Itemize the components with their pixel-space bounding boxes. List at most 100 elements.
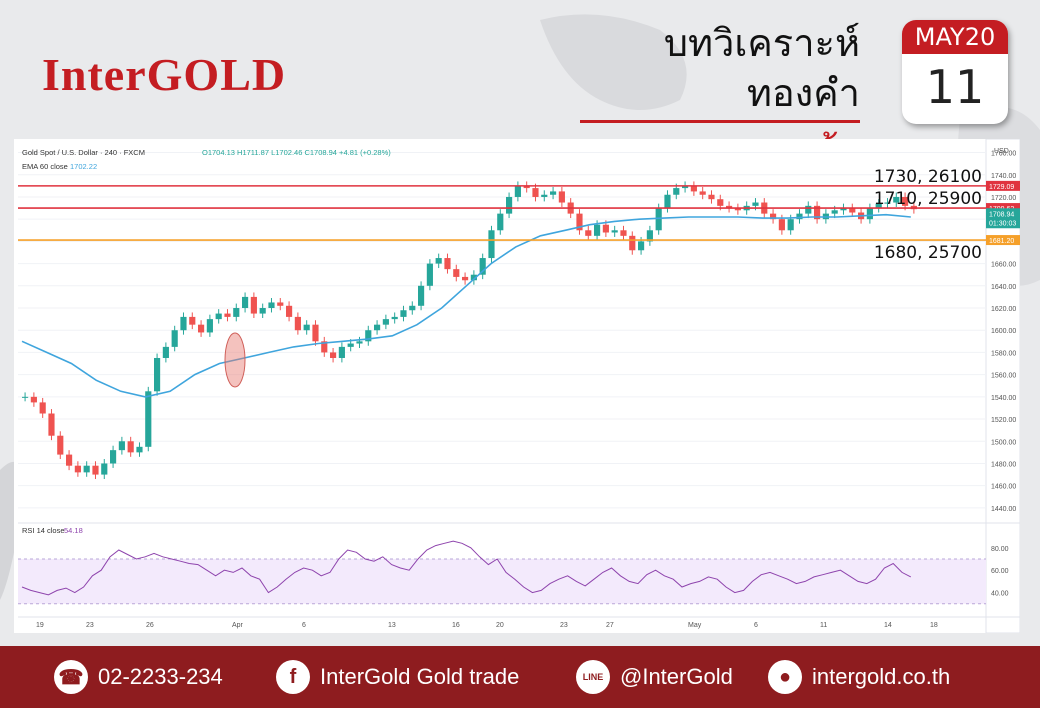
footer-facebook[interactable]: f InterGold Gold trade [276, 646, 519, 708]
candle-body [602, 224, 609, 233]
globe-icon: ● [768, 660, 802, 694]
candle-body [110, 450, 117, 464]
y-tick-label: 1740.00 [991, 173, 1016, 180]
candle-body [664, 194, 671, 209]
candle-body [532, 188, 539, 197]
candle-body [118, 441, 125, 451]
candle-body [638, 241, 645, 251]
candle-body [902, 196, 909, 206]
candle-body [558, 191, 565, 203]
candle-body [708, 194, 715, 200]
candle-body [171, 330, 178, 347]
candle-body [576, 213, 583, 231]
x-tick-label: 14 [884, 622, 892, 629]
candle-body [418, 285, 425, 306]
x-tick-label: 13 [388, 622, 396, 629]
candle-body [435, 258, 442, 264]
candle-body [717, 199, 724, 206]
candle-body [840, 208, 847, 211]
candle-body [884, 202, 891, 204]
candle-body [259, 308, 266, 314]
candle-body [646, 230, 653, 242]
candle-body [22, 396, 29, 398]
y-tick-label: 1640.00 [991, 284, 1016, 291]
price-tag [986, 203, 1020, 214]
candle-body [233, 308, 240, 317]
candle-body [506, 196, 513, 214]
candle-body [294, 316, 301, 331]
candle-body [268, 302, 275, 309]
candle-body [206, 319, 213, 333]
candle-body [805, 205, 812, 214]
candle-body [409, 305, 416, 311]
candle-body [541, 194, 548, 197]
chart-panel: 1440.00 1460.00 1480.00 1500.00 1520.00 1540.… [14, 138, 1021, 634]
y-tick-label: 1480.00 [991, 461, 1016, 468]
candle-body [814, 205, 821, 220]
candle-body [92, 465, 99, 475]
candle-body [277, 302, 284, 306]
candle-body [145, 391, 152, 447]
candle-body [330, 352, 337, 358]
candle-body [514, 185, 521, 197]
candle-body [136, 446, 143, 453]
candle-body [699, 191, 706, 195]
candle-body [374, 324, 381, 331]
phone-icon: ☎ [54, 660, 88, 694]
candle-body [453, 269, 460, 277]
candle-body [831, 210, 838, 214]
x-tick-label: 18 [930, 622, 938, 629]
candle-body [690, 185, 697, 192]
rsi-tick-label: 40.00 [991, 591, 1009, 598]
candle-body [488, 230, 495, 259]
rsi-tick-label: 60.00 [991, 568, 1009, 575]
y-tick-label: 1660.00 [991, 262, 1016, 269]
candle-body [585, 230, 592, 236]
footer-phone[interactable]: ☎ 02-2233-234 [54, 646, 223, 708]
candle-body [893, 196, 900, 203]
candle-body [726, 205, 733, 209]
current-price-label: 1708.94 [989, 211, 1014, 218]
level-label: 1710, 25900 [874, 189, 982, 209]
x-tick-label: 27 [606, 622, 614, 629]
rsi-value: 54.18 [64, 526, 83, 535]
candle-body [83, 465, 90, 473]
rsi-legend: RSI 14 close [22, 526, 65, 535]
candle-body [382, 319, 389, 325]
candle-body [462, 276, 469, 281]
candle-body [866, 208, 873, 220]
candle-body [101, 463, 108, 475]
instrument-title: Gold Spot / U.S. Dollar · 240 · FXCM [22, 148, 145, 157]
rsi-line [21, 540, 912, 596]
candle-body [39, 402, 46, 414]
candle-body [338, 346, 345, 358]
candle-body [629, 235, 636, 251]
y-tick-label: 1440.00 [991, 506, 1016, 513]
candle-body [523, 185, 530, 189]
intergold-logo: InterGOLD [42, 49, 287, 100]
facebook-name: InterGold Gold trade [320, 664, 520, 689]
candle-body [162, 346, 169, 358]
candle-body [426, 263, 433, 286]
candle-body [365, 330, 372, 342]
x-tick-label: May [688, 622, 702, 629]
candle-body [154, 357, 161, 392]
candle-body [198, 324, 205, 333]
x-tick-label: 6 [754, 622, 758, 629]
candle-body [356, 341, 363, 344]
footer-website[interactable]: ● intergold.co.th [768, 646, 950, 708]
x-tick-label: 23 [560, 622, 568, 629]
y-tick-label: 1720.00 [991, 195, 1016, 202]
current-price-tag [986, 208, 1020, 229]
facebook-icon: f [276, 660, 310, 694]
candle-body [620, 230, 627, 236]
candle-body [770, 213, 777, 220]
calendar-badge: MAY20 11 [902, 20, 1008, 124]
line-icon: LINE [576, 660, 610, 694]
price-tag-label: 1729.09 [989, 184, 1014, 191]
gold-price-chart[interactable]: 1440.001460.001480.001500.001520.001540.… [14, 138, 1021, 634]
footer-line[interactable]: LINE @InterGold [576, 646, 733, 708]
headline-title: บทวิเคราะห์ทองคำ [663, 21, 860, 115]
candle-body [470, 274, 477, 281]
candle-body [444, 258, 451, 270]
